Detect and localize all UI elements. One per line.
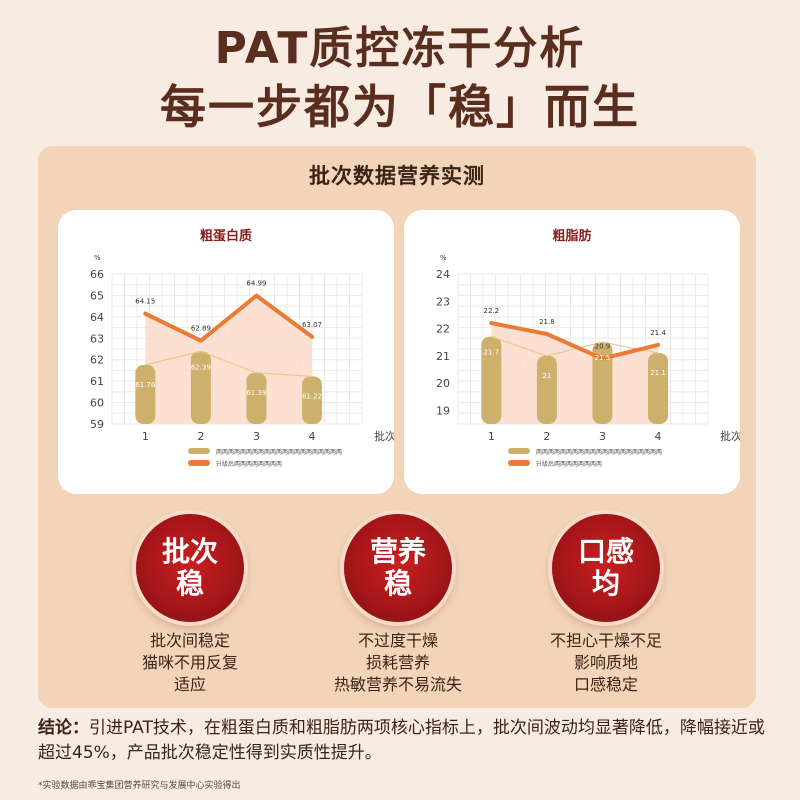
bar-data-label: 21.5 xyxy=(595,354,611,362)
bar-4 xyxy=(302,376,322,424)
y-tick-label: 61 xyxy=(90,375,104,388)
desc-line: 猫咪不用反复 xyxy=(141,653,238,672)
y-tick-label: 64 xyxy=(90,311,104,324)
chart-title: 粗脂肪 xyxy=(552,228,591,244)
texture-even-seal: 口感 均 xyxy=(552,514,660,622)
seal-line2: 稳 xyxy=(383,567,412,600)
line-data-label: 64.15 xyxy=(135,298,155,306)
bar-data-label: 21.7 xyxy=(484,349,500,357)
x-tick-label: 4 xyxy=(655,430,662,443)
bar-data-label: 21 xyxy=(542,372,551,380)
series-area xyxy=(145,295,312,424)
bar-data-label: 21.1 xyxy=(650,369,666,377)
x-axis-label: 批次 xyxy=(720,429,740,443)
legend-swatch-line xyxy=(508,460,530,466)
x-tick-label: 2 xyxy=(197,430,204,443)
legend-label-line: 升级后两两两两两两两两 xyxy=(536,460,602,468)
y-tick-label: 66 xyxy=(90,268,104,281)
bar-connector-line xyxy=(145,350,313,378)
texture-even-description: 不担心干燥不足 影响质地 口感稳定 xyxy=(506,630,706,696)
y-tick-label: 63 xyxy=(90,332,104,345)
legend-swatch-line xyxy=(188,460,210,466)
y-tick-label: 60 xyxy=(90,397,104,410)
desc-line: 热敏营养不易流失 xyxy=(333,675,462,694)
headline-line1: PAT质控冻干分析 xyxy=(214,23,586,74)
nutrition-stable-description: 不过度干燥 损耗营养 热敏营养不易流失 xyxy=(298,630,498,696)
bar-1 xyxy=(481,336,502,424)
headline-line2: 每一步都为「稳」而生 xyxy=(160,80,640,134)
footnote: *实验数据由乖宝集团营养研究与发展中心实验得出 xyxy=(38,781,241,791)
analysis-panel: 批次数据营养实测 粗蛋白质% 59 60 61 62 63 64 65 66 1 2 3 4 批次 64.1… xyxy=(38,146,756,708)
x-axis-label: 批次 xyxy=(374,429,394,443)
desc-line: 不过度干燥 xyxy=(357,631,438,650)
bar-data-label: 61.39 xyxy=(246,389,266,397)
bar-2 xyxy=(190,351,211,424)
seal-line2: 稳 xyxy=(175,567,204,600)
bar-4 xyxy=(648,353,668,424)
seal-line1: 口感 xyxy=(577,535,634,568)
y-tick-label: 19 xyxy=(436,404,450,417)
line-data-label: 64.99 xyxy=(246,280,266,288)
y-unit-label: % xyxy=(440,254,447,262)
bar-data-label: 62.39 xyxy=(191,363,211,371)
y-tick-label: 22 xyxy=(436,323,450,336)
conclusion-text: 引进PAT技术，在粗蛋白质和粗脂肪两项核心指标上，批次间波动均显著降低，降幅接近… xyxy=(38,718,765,763)
legend-label-bar: 两两两两两两两两两两两两两两两两两两两两两 xyxy=(536,449,662,456)
panel-title: 批次数据营养实测 xyxy=(309,164,485,188)
x-tick-label: 3 xyxy=(253,430,260,443)
legend-label-bar: 两两两两两两两两两两两两两两两两两两两两两 xyxy=(216,449,342,456)
conclusion-label: 结论： xyxy=(38,718,89,738)
bar-connector-line xyxy=(491,336,659,357)
desc-line: 口感稳定 xyxy=(573,675,638,694)
desc-line: 不担心干燥不足 xyxy=(549,631,662,650)
x-tick-label: 1 xyxy=(488,430,495,443)
seal-line2: 均 xyxy=(591,567,620,600)
seal-line1: 营养 xyxy=(369,535,426,568)
line-data-label: 21.8 xyxy=(539,318,555,326)
legend-swatch-bar xyxy=(188,448,210,454)
y-unit-label: % xyxy=(94,254,101,262)
bar-2 xyxy=(536,355,557,424)
bar-3 xyxy=(246,372,267,424)
line-data-label: 62.89 xyxy=(191,325,211,333)
legend-label-line: 升级后两两两两两两两两 xyxy=(216,460,282,468)
protein-chart-card: 粗蛋白质% 59 60 61 62 63 64 65 66 1 2 3 4 批次 64.15 62.89 64.… xyxy=(58,210,394,494)
desc-line: 影响质地 xyxy=(573,653,638,672)
bar-data-label: 61.76 xyxy=(135,381,156,389)
y-tick-label: 23 xyxy=(436,295,450,308)
seal-line1: 批次 xyxy=(161,535,218,568)
y-tick-label: 59 xyxy=(90,418,104,431)
y-tick-label: 62 xyxy=(90,354,104,367)
bar-data-label: 61.22 xyxy=(302,392,322,400)
desc-line: 损耗营养 xyxy=(365,653,430,672)
series-line xyxy=(489,321,660,361)
series-line xyxy=(143,293,314,343)
y-tick-label: 24 xyxy=(436,268,450,281)
fat-chart-card: 粗脂肪% 19 20 21 22 23 24 1 2 3 4 批次 22.2 21.8 20.9 21.4 21… xyxy=(404,210,740,494)
y-tick-label: 65 xyxy=(90,289,104,302)
line-data-label: 63.07 xyxy=(302,321,322,329)
bar-1 xyxy=(135,364,156,424)
chart-title: 粗蛋白质 xyxy=(200,228,252,244)
y-tick-label: 21 xyxy=(436,350,450,363)
y-tick-label: 20 xyxy=(436,377,450,390)
batch-stable-seal: 批次 稳 xyxy=(136,514,244,622)
legend-swatch-bar xyxy=(508,448,530,454)
batch-stable-description: 批次间稳定 猫咪不用反复 适应 xyxy=(90,630,290,696)
nutrition-stable-seal: 营养 稳 xyxy=(344,514,452,622)
x-tick-label: 2 xyxy=(543,430,550,443)
line-data-label: 20.9 xyxy=(595,343,611,351)
protein-chart: 粗蛋白质% 59 60 61 62 63 64 65 66 1 2 3 4 批次 64.15 62.89 64.… xyxy=(90,228,394,468)
desc-line: 适应 xyxy=(173,675,206,694)
line-data-label: 21.4 xyxy=(650,329,666,337)
series-area xyxy=(491,323,658,424)
x-tick-label: 1 xyxy=(142,430,149,443)
x-tick-label: 4 xyxy=(309,430,316,443)
conclusion: 结论：引进PAT技术，在粗蛋白质和粗脂肪两项核心指标上，批次间波动均显著降低，降… xyxy=(38,716,768,766)
line-data-label: 22.2 xyxy=(484,307,500,315)
desc-line: 批次间稳定 xyxy=(149,631,230,650)
x-tick-label: 3 xyxy=(599,430,606,443)
bar-3 xyxy=(592,342,613,424)
